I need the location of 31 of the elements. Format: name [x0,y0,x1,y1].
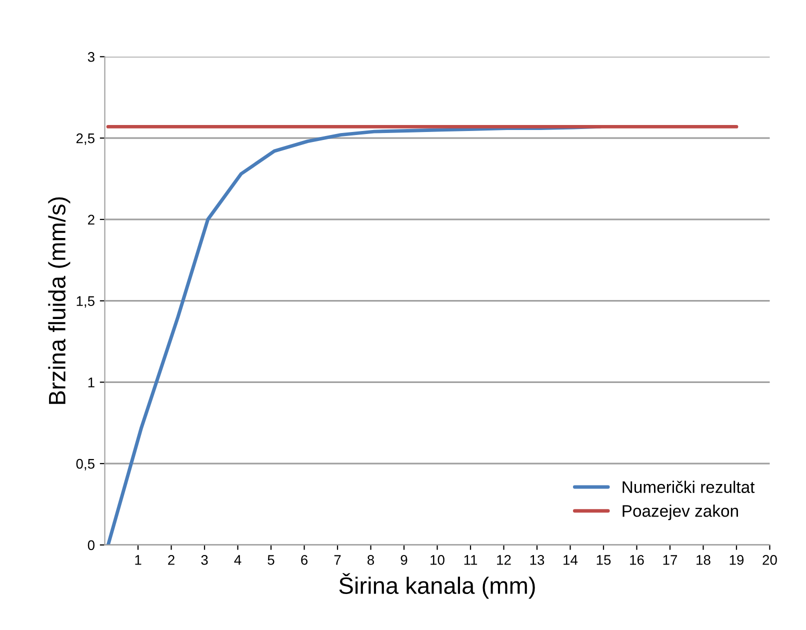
x-axis-title: Širina kanala (mm) [339,573,535,599]
y-tick-label: 0 [88,540,95,550]
x-tick-label: 10 [430,555,444,565]
x-tick-label: 4 [234,555,242,565]
x-tick-label: 19 [730,555,744,565]
x-tick-label: 16 [630,555,644,565]
y-tick-label: 2 [88,214,94,224]
y-tick-label: 3 [88,52,94,62]
legend-label: Poazejev zakon [622,504,738,520]
y-tick-label: 1,5 [76,296,94,308]
y-axis-title: Brzina fluida (mm/s) [48,197,70,404]
x-tick-label: 2 [168,555,174,565]
x-tick-label: 3 [201,555,208,565]
x-tick-label: 15 [596,555,611,565]
x-tick-label: 9 [400,555,408,565]
x-tick-label: 20 [762,555,777,565]
x-tick-label: 12 [497,555,511,565]
y-tick-label: 0,5 [76,458,94,470]
x-tick-label: 11 [464,555,478,565]
x-tick-label: 14 [564,555,578,565]
x-tick-label: 17 [663,555,678,565]
x-tick-label: 18 [696,555,710,565]
x-tick-label: 8 [368,555,374,565]
x-tick-label: 13 [530,555,544,565]
x-tick-label: 7 [334,555,341,565]
x-tick-label: 6 [301,555,308,565]
y-tick-label: 1 [88,378,94,388]
x-tick-label: 5 [268,555,274,565]
y-tick-label: 2,5 [76,133,94,145]
legend-label: Numerički rezultat [622,480,755,494]
x-tick-label: 1 [135,555,142,565]
